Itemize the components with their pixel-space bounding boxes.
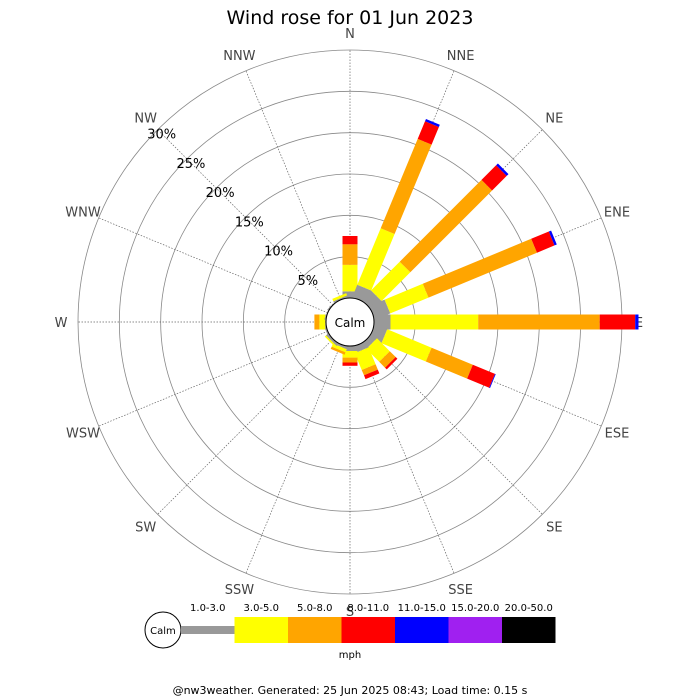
direction-label-ssw: SSW — [225, 583, 255, 598]
calm-label: Calm — [335, 316, 366, 330]
bar-e-bin-4 — [635, 314, 639, 330]
calm-circle — [325, 297, 375, 347]
spoke-nw — [157, 129, 334, 306]
bar-ene-bin-2 — [422, 238, 537, 298]
direction-label-n: N — [345, 27, 355, 42]
bar-sse-bin-1 — [354, 347, 376, 370]
legend-swatch-2 — [288, 617, 342, 643]
bar-n-bin-1 — [342, 264, 358, 292]
bar-e-bin-3 — [599, 314, 636, 330]
bar-ssw-bin-2 — [330, 346, 346, 355]
footer-text: @nw3weather. Generated: 25 Jun 2025 08:4… — [173, 684, 528, 697]
wind-rose-bars — [314, 119, 639, 389]
chart-title: Wind rose for 01 Jun 2023 — [227, 7, 474, 29]
legend-swatch-1 — [234, 617, 288, 643]
radial-tick-5: 5% — [297, 274, 318, 289]
bar-s-bin-2 — [342, 357, 358, 363]
radial-tick-30: 30% — [147, 128, 176, 143]
direction-label-nw: NW — [134, 112, 157, 127]
bar-se-bin-3 — [385, 357, 398, 370]
bar-ese-bin-4 — [489, 373, 496, 389]
bar-nne-bin-1 — [357, 228, 395, 291]
direction-label-ese: ESE — [605, 427, 630, 442]
bar-nne-bin-3 — [417, 121, 439, 145]
bar-nne-bin-2 — [380, 138, 432, 234]
calm-center: Calm — [325, 297, 375, 347]
legend-calm-label: Calm — [150, 626, 176, 637]
bar-ene-bin-4 — [548, 230, 557, 246]
spoke-nnw — [245, 70, 342, 300]
radial-tick-20: 20% — [206, 186, 235, 201]
legend-swatch-3 — [341, 617, 395, 643]
spoke-sw — [157, 338, 334, 515]
direction-label-nnw: NNW — [223, 49, 255, 64]
bar-sw-bin-1 — [324, 335, 337, 348]
legend-label-0: 1.0-3.0 — [190, 603, 225, 614]
bar-ese-bin-3 — [467, 364, 495, 388]
radial-tick-15: 15% — [235, 215, 264, 230]
spoke-wsw — [98, 330, 328, 427]
legend-swatch-4 — [395, 617, 449, 643]
legend-swatch-5 — [448, 617, 502, 643]
legend-label-1: 3.0-5.0 — [244, 603, 279, 614]
bar-ne-bin-1 — [371, 261, 411, 301]
spoke-ssw — [245, 344, 342, 574]
direction-label-sw: SW — [135, 520, 156, 535]
direction-label-wnw: WNW — [65, 205, 101, 220]
legend-swatch-6 — [502, 617, 556, 643]
bar-s-bin-1 — [342, 351, 358, 358]
bar-ne-bin-4 — [496, 163, 509, 176]
bar-w-bin-1 — [319, 314, 326, 330]
bar-ne-bin-2 — [399, 179, 493, 273]
bar-ese-bin-2 — [425, 347, 473, 379]
radial-tick-10: 10% — [264, 245, 293, 260]
direction-label-ne: NE — [545, 112, 563, 127]
bar-ne-bin-3 — [481, 165, 507, 191]
bar-n-bin-3 — [342, 236, 358, 245]
bar-ese-bin-1 — [381, 329, 432, 362]
bar-se-bin-2 — [379, 351, 396, 368]
legend-swatch-0 — [181, 626, 235, 634]
spoke-se — [366, 338, 543, 515]
legend-label-6: 20.0-50.0 — [505, 603, 553, 614]
legend: Calm mph 1.0-3.0 3.0-5.0 5.0-8.0 8.0-11.0 11… — [144, 603, 556, 661]
legend-unit-label: mph — [339, 650, 361, 661]
spoke-sse — [358, 344, 455, 574]
legend-label-2: 5.0-8.0 — [297, 603, 332, 614]
direction-label-wsw: WSW — [66, 427, 100, 442]
legend-label-5: 15.0-20.0 — [451, 603, 499, 614]
direction-label-s: S — [346, 605, 354, 620]
radial-tick-labels: 5% 10%15%20%25%30% — [147, 128, 318, 289]
direction-label-ene: ENE — [604, 205, 630, 220]
bar-nnw-bin-1 — [332, 293, 348, 302]
bar-s-bin-3 — [342, 362, 358, 366]
direction-label-w: W — [55, 316, 68, 331]
bar-se-bin-1 — [366, 338, 390, 362]
bar-ene-bin-3 — [531, 231, 555, 253]
spoke-wnw — [98, 217, 328, 314]
direction-label-nne: NNE — [447, 49, 475, 64]
direction-labels: N NNE NE ENE E ESE SE SSE S SSW SW WSW W WNW NW NNW — [55, 27, 644, 620]
bar-nne-bin-4 — [425, 119, 440, 127]
bar-nnw-bin-0 — [333, 295, 348, 303]
legend-label-4: 11.0-15.0 — [398, 603, 446, 614]
bar-e-bin-2 — [478, 314, 600, 330]
direction-label-e: E — [635, 316, 643, 331]
bar-n-bin-2 — [342, 244, 358, 265]
radial-tick-25: 25% — [176, 157, 205, 172]
legend-label-3: 8.0-11.0 — [347, 603, 389, 614]
bar-sse-bin-3 — [364, 369, 380, 380]
direction-label-se: SE — [546, 520, 562, 535]
bar-ene-bin-1 — [384, 283, 429, 314]
bar-w-bin-2 — [314, 314, 320, 330]
bar-e-bin-1 — [390, 314, 479, 330]
direction-label-sse: SSE — [448, 583, 473, 598]
bar-sse-bin-2 — [361, 364, 378, 376]
